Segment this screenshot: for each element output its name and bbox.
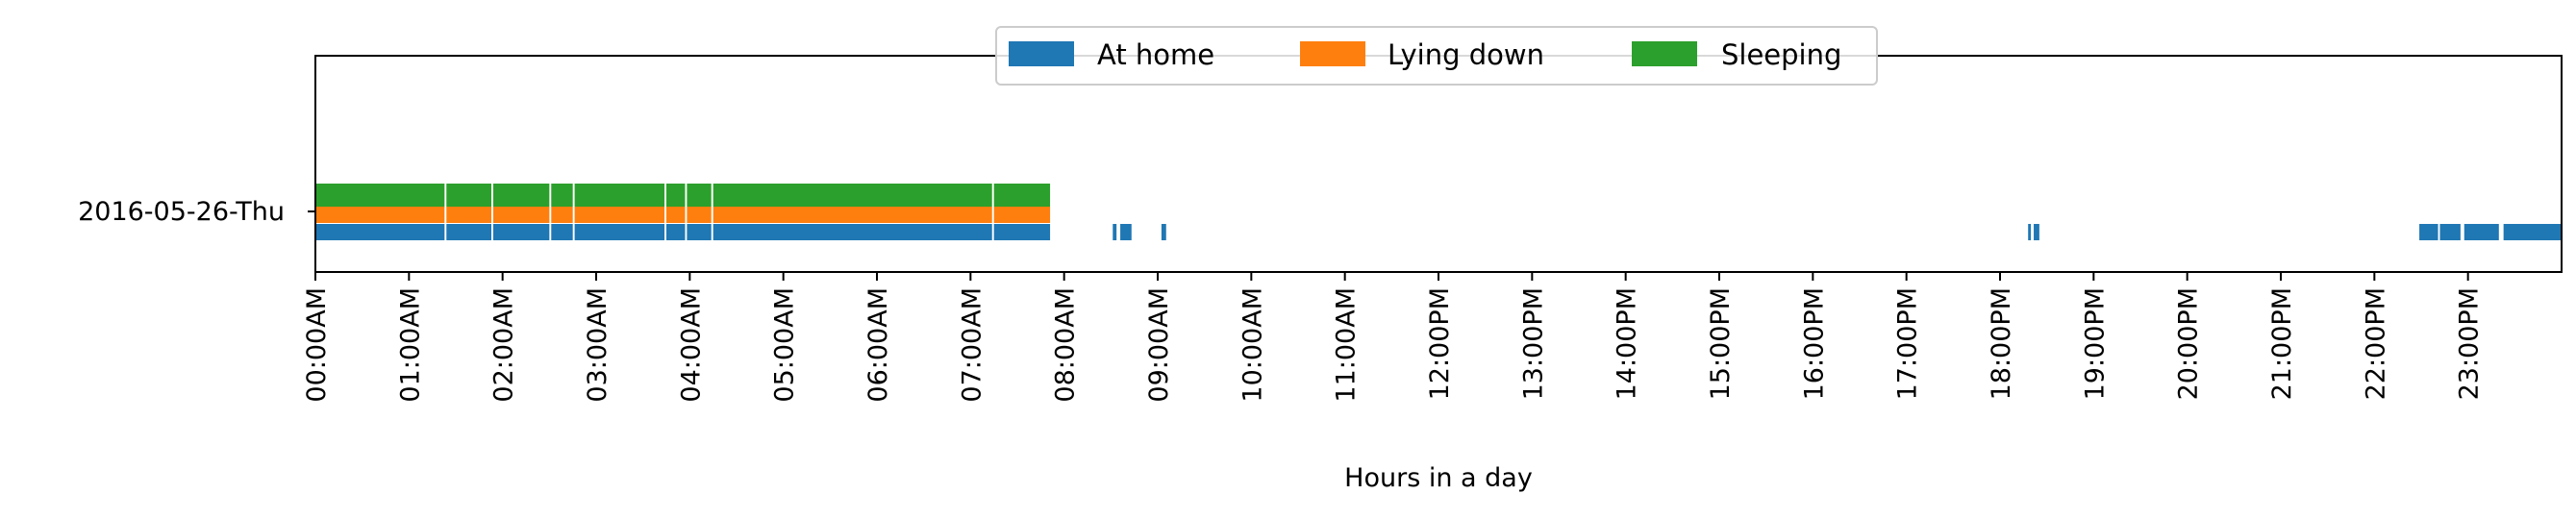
chart-marks: [315, 184, 2562, 240]
sleeping-segment: [713, 184, 992, 207]
legend-label-at-home: At home: [1097, 38, 1214, 71]
x-tick-label: 04:00AM: [676, 287, 706, 403]
at-home-segment: [315, 224, 445, 240]
x-tick-label: 09:00AM: [1144, 287, 1174, 403]
x-tick-label: 17:00PM: [1893, 287, 1923, 400]
at-home-segment: [446, 224, 491, 240]
at-home-segment: [2034, 224, 2039, 240]
x-tick-label: 05:00AM: [770, 287, 800, 403]
at-home-segment: [666, 224, 686, 240]
lying-down-segment: [551, 207, 573, 223]
x-tick-label: 13:00PM: [1518, 287, 1548, 400]
at-home-segment: [2503, 224, 2562, 240]
legend: At home Lying down Sleeping: [995, 26, 1878, 86]
legend-swatch-at-home: [1009, 41, 1074, 66]
x-tick-label: 07:00AM: [957, 287, 987, 403]
lying-down-segment: [446, 207, 491, 223]
x-tick-label: 15:00PM: [1706, 287, 1736, 400]
x-tick-label: 11:00AM: [1332, 287, 1362, 403]
at-home-segment: [993, 224, 1051, 240]
x-tick-label: 23:00PM: [2455, 287, 2485, 400]
lying-down-segment: [492, 207, 550, 223]
at-home-segment: [1161, 224, 1166, 240]
legend-swatch-lying-down: [1300, 41, 1365, 66]
at-home-segment: [2419, 224, 2438, 240]
at-home-segment: [574, 224, 665, 240]
legend-label-sleeping: Sleeping: [1721, 38, 1841, 71]
x-tick-label: 12:00PM: [1425, 287, 1455, 400]
y-tick-label: 2016-05-26-Thu: [78, 197, 285, 227]
sleeping-segment: [492, 184, 550, 207]
x-tick-label: 18:00PM: [1987, 287, 2016, 400]
x-tick-label: 03:00AM: [583, 287, 613, 403]
x-tick-label: 08:00AM: [1051, 287, 1081, 403]
lying-down-segment: [574, 207, 665, 223]
lying-down-segment: [993, 207, 1051, 223]
sleeping-segment: [446, 184, 491, 207]
sleeping-segment: [687, 184, 712, 207]
at-home-segment: [687, 224, 712, 240]
lying-down-segment: [315, 207, 445, 223]
x-tick-label: 16:00PM: [1799, 287, 1829, 400]
lying-down-segment: [713, 207, 992, 223]
legend-swatch-sleeping: [1632, 41, 1697, 66]
y-axis: 2016-05-26-Thu: [78, 197, 315, 227]
at-home-segment: [1120, 224, 1132, 240]
sleeping-segment: [574, 184, 665, 207]
lying-down-segment: [666, 207, 686, 223]
x-tick-label: 22:00PM: [2361, 287, 2390, 400]
x-tick-label: 20:00PM: [2174, 287, 2204, 400]
x-tick-label: 14:00PM: [1613, 287, 1642, 400]
lying-down-segment: [687, 207, 712, 223]
x-tick-label: 10:00AM: [1238, 287, 1267, 403]
x-tick-label: 02:00AM: [489, 287, 519, 403]
x-tick-label: 06:00AM: [863, 287, 893, 403]
at-home-segment: [2028, 224, 2032, 240]
at-home-segment: [713, 224, 992, 240]
sleeping-segment: [551, 184, 573, 207]
x-tick-label: 19:00PM: [2080, 287, 2110, 400]
x-tick-label: 01:00AM: [395, 287, 425, 403]
at-home-segment: [492, 224, 550, 240]
at-home-segment: [551, 224, 573, 240]
legend-label-lying-down: Lying down: [1388, 38, 1544, 71]
at-home-segment: [1113, 224, 1117, 240]
at-home-segment: [2439, 224, 2461, 240]
x-axis: 00:00AM 01:00AM 02:00AM 03:00AM 04:00AM 05:00…: [302, 272, 2485, 403]
sleeping-segment: [993, 184, 1051, 207]
sleeping-segment: [315, 184, 445, 207]
x-tick-label: 21:00PM: [2267, 287, 2297, 400]
at-home-segment: [2463, 224, 2499, 240]
x-axis-label: Hours in a day: [1344, 463, 1533, 493]
sleeping-segment: [666, 184, 686, 207]
x-tick-label: 00:00AM: [302, 287, 332, 403]
